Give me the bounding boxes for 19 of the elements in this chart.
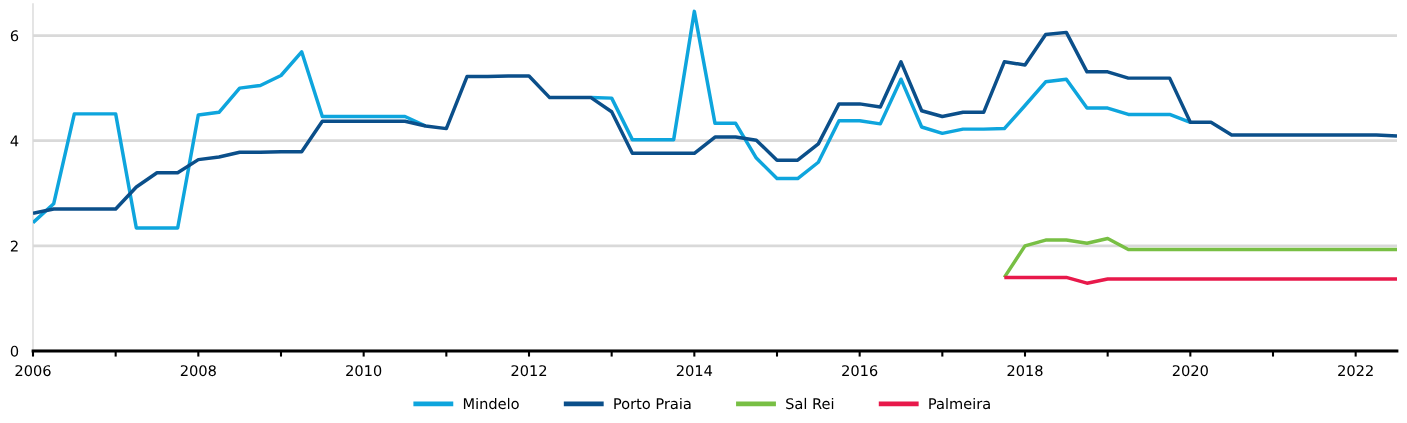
line-series (1002, 236, 1397, 280)
line-series (33, 30, 1397, 215)
legend-label: Sal Rei (786, 397, 834, 410)
y-tick-label: 4 (10, 135, 19, 147)
x-tick-label: 2018 (1007, 365, 1043, 377)
y-tick-label: 2 (10, 240, 18, 252)
x-tick-label: 2006 (15, 365, 51, 377)
legend-label: Palmeira (929, 397, 990, 410)
x-tick-label: 2010 (346, 365, 382, 377)
legend-label: Mindelo (463, 397, 519, 410)
y-tick-label: 6 (10, 30, 19, 42)
x-tick-label: 2016 (842, 365, 878, 377)
y-tick-label: 0 (10, 345, 19, 357)
legend-label: Porto Praia (614, 397, 691, 410)
x-tick-label: 2008 (180, 365, 216, 377)
x-tick-label: 2012 (511, 365, 547, 377)
x-tick-label: 2020 (1172, 365, 1208, 377)
x-tick-label: 2022 (1338, 365, 1373, 377)
x-tick-label: 2014 (676, 365, 713, 377)
